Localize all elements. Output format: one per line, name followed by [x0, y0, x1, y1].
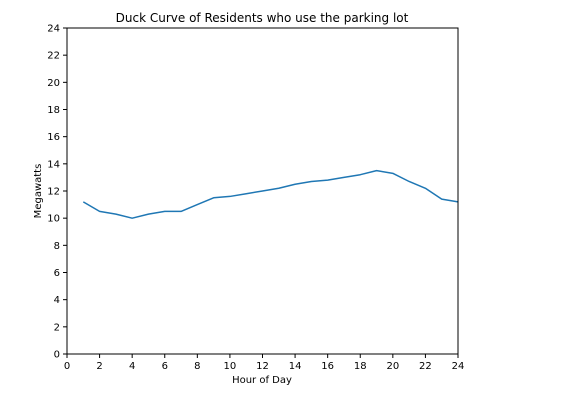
y-tick-label: 16: [47, 132, 60, 143]
x-tick-label: 6: [162, 361, 168, 372]
y-tick-label: 2: [54, 322, 60, 333]
y-tick-label: 8: [54, 241, 60, 252]
y-tick-label: 18: [47, 105, 60, 116]
x-axis-ticks: 0 2 4 6 8 10 12 14 16 18 20 22 24: [64, 354, 465, 372]
series-line: [82, 169, 459, 219]
x-tick-label: 18: [354, 361, 367, 372]
x-tick-label: 16: [321, 361, 334, 372]
y-tick-label: 6: [54, 268, 60, 279]
y-tick-label: 24: [47, 24, 60, 35]
y-tick-label: 22: [47, 51, 60, 62]
y-axis-label: Megawatts: [33, 164, 44, 219]
x-tick-label: 10: [224, 361, 237, 372]
y-tick-label: 4: [54, 295, 60, 306]
y-tick-label: 14: [47, 159, 60, 170]
x-tick-label: 4: [129, 361, 135, 372]
y-tick-label: 0: [54, 350, 60, 361]
x-tick-label: 2: [96, 361, 102, 372]
plot-frame: [66, 27, 459, 355]
x-tick-label: 12: [256, 361, 269, 372]
y-tick-label: 20: [47, 78, 60, 89]
x-tick-label: 8: [194, 361, 200, 372]
x-tick-label: 24: [452, 361, 465, 372]
chart-title: Duck Curve of Residents who use the park…: [116, 11, 409, 25]
x-tick-label: 0: [64, 361, 70, 372]
x-tick-label: 22: [419, 361, 432, 372]
x-tick-label: 14: [289, 361, 302, 372]
x-axis-label: Hour of Day: [232, 375, 292, 386]
y-tick-label: 10: [47, 214, 60, 225]
y-tick-label: 12: [47, 187, 60, 198]
x-tick-label: 20: [386, 361, 399, 372]
